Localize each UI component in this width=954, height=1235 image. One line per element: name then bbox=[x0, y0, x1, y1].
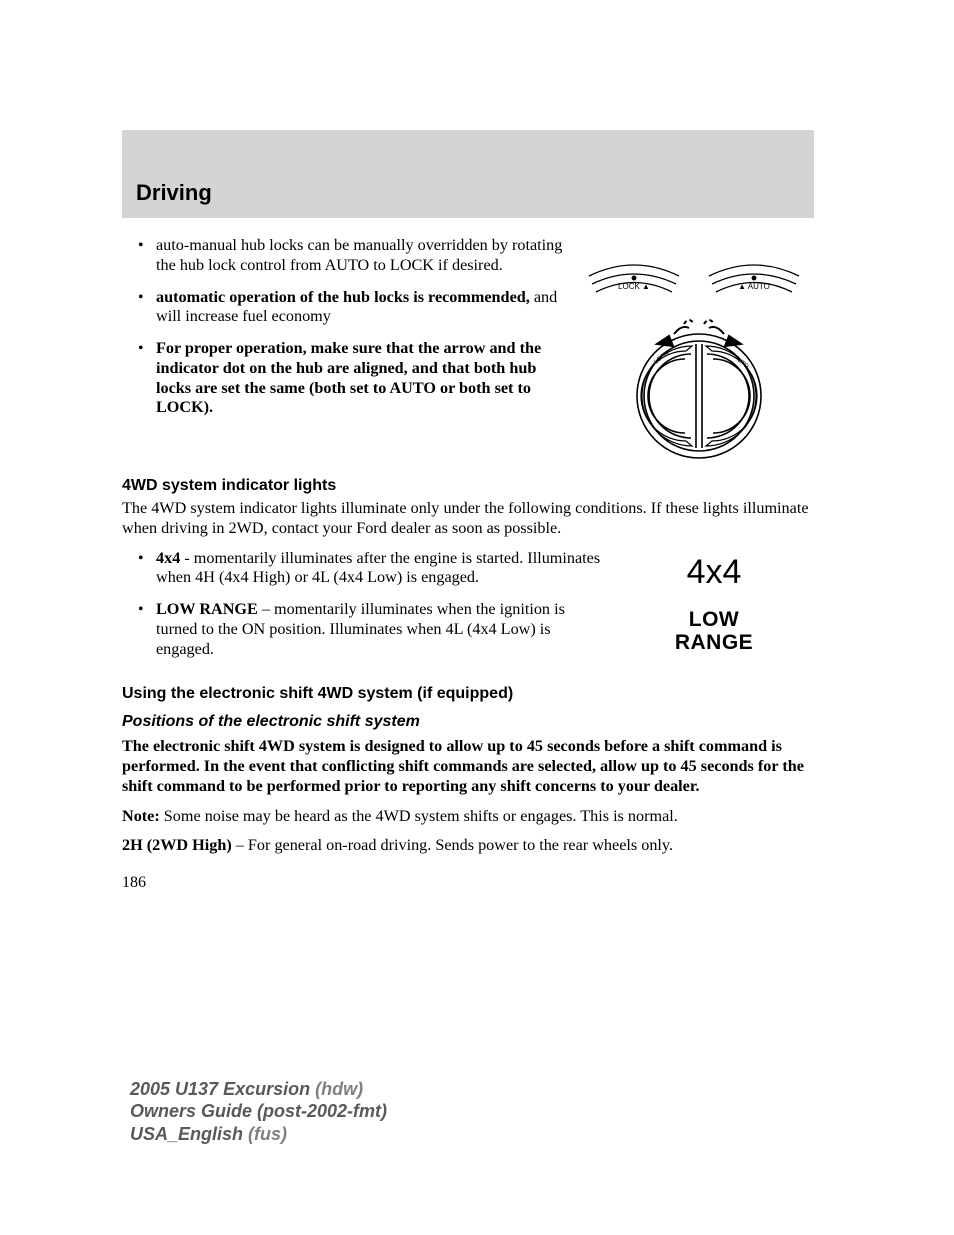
footer: 2005 U137 Excursion (hdw) Owners Guide (… bbox=[130, 1078, 387, 1146]
hub-locks-text: auto-manual hub locks can be manually ov… bbox=[122, 236, 564, 430]
footer-l1-light: (hdw) bbox=[315, 1079, 363, 1099]
bullet-label: 4x4 bbox=[156, 549, 180, 567]
intro-4wd-lights: The 4WD system indicator lights illumina… bbox=[122, 499, 814, 539]
bullet-bold: automatic operation of the hub locks is … bbox=[156, 288, 530, 306]
hub-locks-row: auto-manual hub locks can be manually ov… bbox=[122, 236, 814, 471]
eshift-bold-para: The electronic shift 4WD system is desig… bbox=[122, 737, 814, 796]
list-item: LOW RANGE – momentarily illuminates when… bbox=[142, 600, 604, 659]
hub-lock-diagram: LOCK ▲ ▲ AUTO bbox=[574, 236, 814, 471]
footer-l3-dark: USA_English bbox=[130, 1124, 248, 1144]
page-number: 186 bbox=[122, 874, 814, 892]
subhead-eshift-positions: Positions of the electronic shift system bbox=[122, 713, 814, 731]
footer-line-3: USA_English (fus) bbox=[130, 1123, 387, 1146]
bullet-label: LOW RANGE bbox=[156, 600, 258, 618]
mode-text: – For general on-road driving. Sends pow… bbox=[232, 836, 673, 854]
indicator-text-4x4: 4x4 - momentarily illuminates after the … bbox=[122, 549, 604, 601]
svg-text:LOCK ▲: LOCK ▲ bbox=[618, 282, 650, 291]
list-item: auto-manual hub locks can be manually ov… bbox=[142, 236, 564, 276]
list-item: For proper operation, make sure that the… bbox=[142, 339, 564, 418]
svg-text:▲ AUTO: ▲ AUTO bbox=[738, 282, 770, 291]
bullet-text: auto-manual hub locks can be manually ov… bbox=[156, 236, 562, 274]
hub-locks-bullets: auto-manual hub locks can be manually ov… bbox=[122, 236, 564, 418]
indicator-low-range-icon: LOW RANGE bbox=[614, 600, 814, 654]
eshift-note: Note: Some noise may be heard as the 4WD… bbox=[122, 807, 814, 827]
indicator-row-low: LOW RANGE – momentarily illuminates when… bbox=[122, 600, 814, 671]
subhead-eshift: Using the electronic shift 4WD system (i… bbox=[122, 685, 814, 703]
bullet-text: - momentarily illuminates after the engi… bbox=[156, 549, 600, 587]
header-band: Driving bbox=[122, 130, 814, 218]
note-text: Some noise may be heard as the 4WD syste… bbox=[160, 807, 678, 825]
footer-line-2: Owners Guide (post-2002-fmt) bbox=[130, 1100, 387, 1123]
indicator-row-4x4: 4x4 - momentarily illuminates after the … bbox=[122, 549, 814, 601]
section-title: Driving bbox=[136, 180, 814, 206]
note-label: Note: bbox=[122, 807, 160, 825]
eshift-mode-2h: 2H (2WD High) – For general on-road driv… bbox=[122, 836, 814, 856]
list-item: 4x4 - momentarily illuminates after the … bbox=[142, 549, 604, 589]
footer-line-1: 2005 U137 Excursion (hdw) bbox=[130, 1078, 387, 1101]
hub-lock-icon: LOCK ▲ ▲ AUTO bbox=[574, 236, 814, 466]
mode-label: 2H (2WD High) bbox=[122, 836, 232, 854]
subhead-4wd-lights: 4WD system indicator lights bbox=[122, 477, 814, 495]
indicator-low-line1: LOW bbox=[614, 608, 814, 631]
footer-l3-light: (fus) bbox=[248, 1124, 287, 1144]
indicator-bullets-2: LOW RANGE – momentarily illuminates when… bbox=[122, 600, 604, 659]
indicator-text-low: LOW RANGE – momentarily illuminates when… bbox=[122, 600, 604, 671]
list-item: automatic operation of the hub locks is … bbox=[142, 288, 564, 328]
indicator-low-line2: RANGE bbox=[614, 631, 814, 654]
page-container: Driving auto-manual hub locks can be man… bbox=[0, 0, 954, 892]
indicator-4x4-label: 4x4 bbox=[614, 553, 814, 592]
bullet-bold: For proper operation, make sure that the… bbox=[156, 339, 541, 416]
indicator-bullets: 4x4 - momentarily illuminates after the … bbox=[122, 549, 604, 589]
footer-l1-dark: 2005 U137 Excursion bbox=[130, 1079, 315, 1099]
indicator-4x4-icon: 4x4 bbox=[614, 549, 814, 592]
